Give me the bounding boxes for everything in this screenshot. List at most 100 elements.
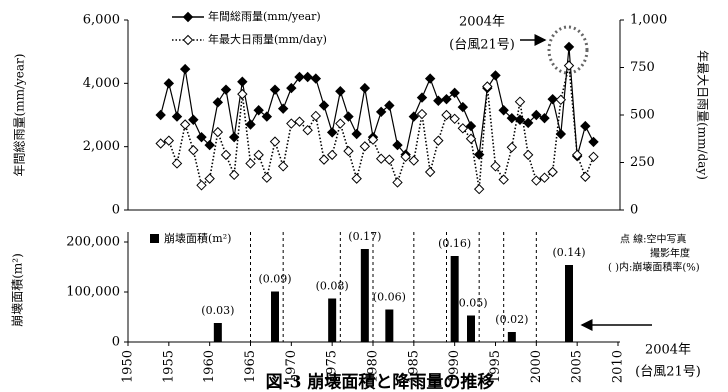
point [294,116,305,127]
point [179,119,191,130]
point [563,60,575,71]
point [326,127,338,138]
point [392,139,403,151]
x-tick-label: 1970 [284,350,299,383]
rate-label: (0.08) [316,280,349,293]
legend-label: 年間総雨量(mm/year) [208,9,321,23]
x-tick-label: 1975 [325,350,340,383]
point [245,158,256,169]
bar [213,323,222,342]
y-tick-label: 6,000 [83,13,120,28]
y2-tick-label: 750 [630,60,655,75]
highlight-circle [547,25,589,75]
point [400,151,411,163]
y-tick-label: 100,000 [66,285,120,300]
y-axis-label: 崩壊面積(m²) [10,253,25,327]
point [547,93,558,105]
rate-label: (0.05) [454,297,487,310]
annotation: (台風21号) [635,365,701,380]
point [261,111,273,122]
point [188,144,199,156]
point [465,120,477,132]
point [580,171,591,182]
x-tick-label: 1960 [202,350,217,383]
point [498,105,509,116]
point [212,126,224,138]
point [531,109,542,121]
point [310,110,322,122]
point [245,119,256,130]
y-tick-label: 0 [112,203,120,218]
x-tick-label: 1965 [243,350,258,383]
legend-label: 崩壊面積(m²) [164,231,231,245]
bar [467,315,475,342]
point [416,108,428,120]
point [375,106,387,118]
point [539,172,550,183]
point [318,154,330,165]
x-tick-label: 1980 [366,350,381,383]
point [580,120,591,132]
x-tick-label: 1955 [161,350,176,383]
point [204,173,215,184]
point [269,84,281,95]
point [433,135,444,146]
point [310,73,322,84]
annotation: 2004年 [645,343,691,358]
point [326,149,338,161]
point [384,100,395,111]
point [547,166,558,178]
point [465,133,477,144]
point [367,134,379,145]
point [424,73,436,84]
y-tick-label: 4,000 [83,76,120,91]
note: ( )内:崩壊面積率(%) [608,261,700,274]
point [416,92,428,103]
bar [565,265,573,342]
x-tick-label: 2010 [611,350,626,383]
point [253,149,264,161]
note: 撮影年度 [650,247,690,260]
point [188,114,199,125]
point [302,124,313,136]
bar [450,256,459,342]
point [351,128,362,140]
point [359,141,371,152]
legend-marker [182,11,194,23]
bar [507,332,516,342]
point [441,93,452,105]
point [571,149,583,161]
bar [328,298,337,342]
point [449,113,460,125]
point [277,103,289,114]
rate-label: (0.16) [438,237,471,250]
note: 点 線:空中写真 [620,233,687,246]
point [196,131,207,143]
rate-label: (0.03) [201,304,234,317]
point [514,96,526,107]
point [286,82,297,94]
legend-marker [150,234,159,243]
point [522,117,534,129]
rate-label: (0.09) [258,273,291,286]
x-tick-label: 1990 [447,350,462,383]
point [539,112,550,124]
rate-label: (0.02) [495,313,528,326]
bar [271,291,279,342]
y-tick-label: 0 [112,335,120,350]
point [335,86,346,97]
point [343,145,354,157]
point [163,78,175,89]
point [343,111,354,122]
point [196,180,207,191]
point [457,123,469,134]
rate-label: (0.17) [348,230,381,243]
x-tick-label: 1995 [488,350,503,383]
point [490,161,501,172]
point [473,183,485,195]
point [351,173,362,184]
y2-tick-label: 1,000 [630,13,667,28]
bar [360,249,369,342]
point [522,149,534,161]
point [228,131,240,143]
